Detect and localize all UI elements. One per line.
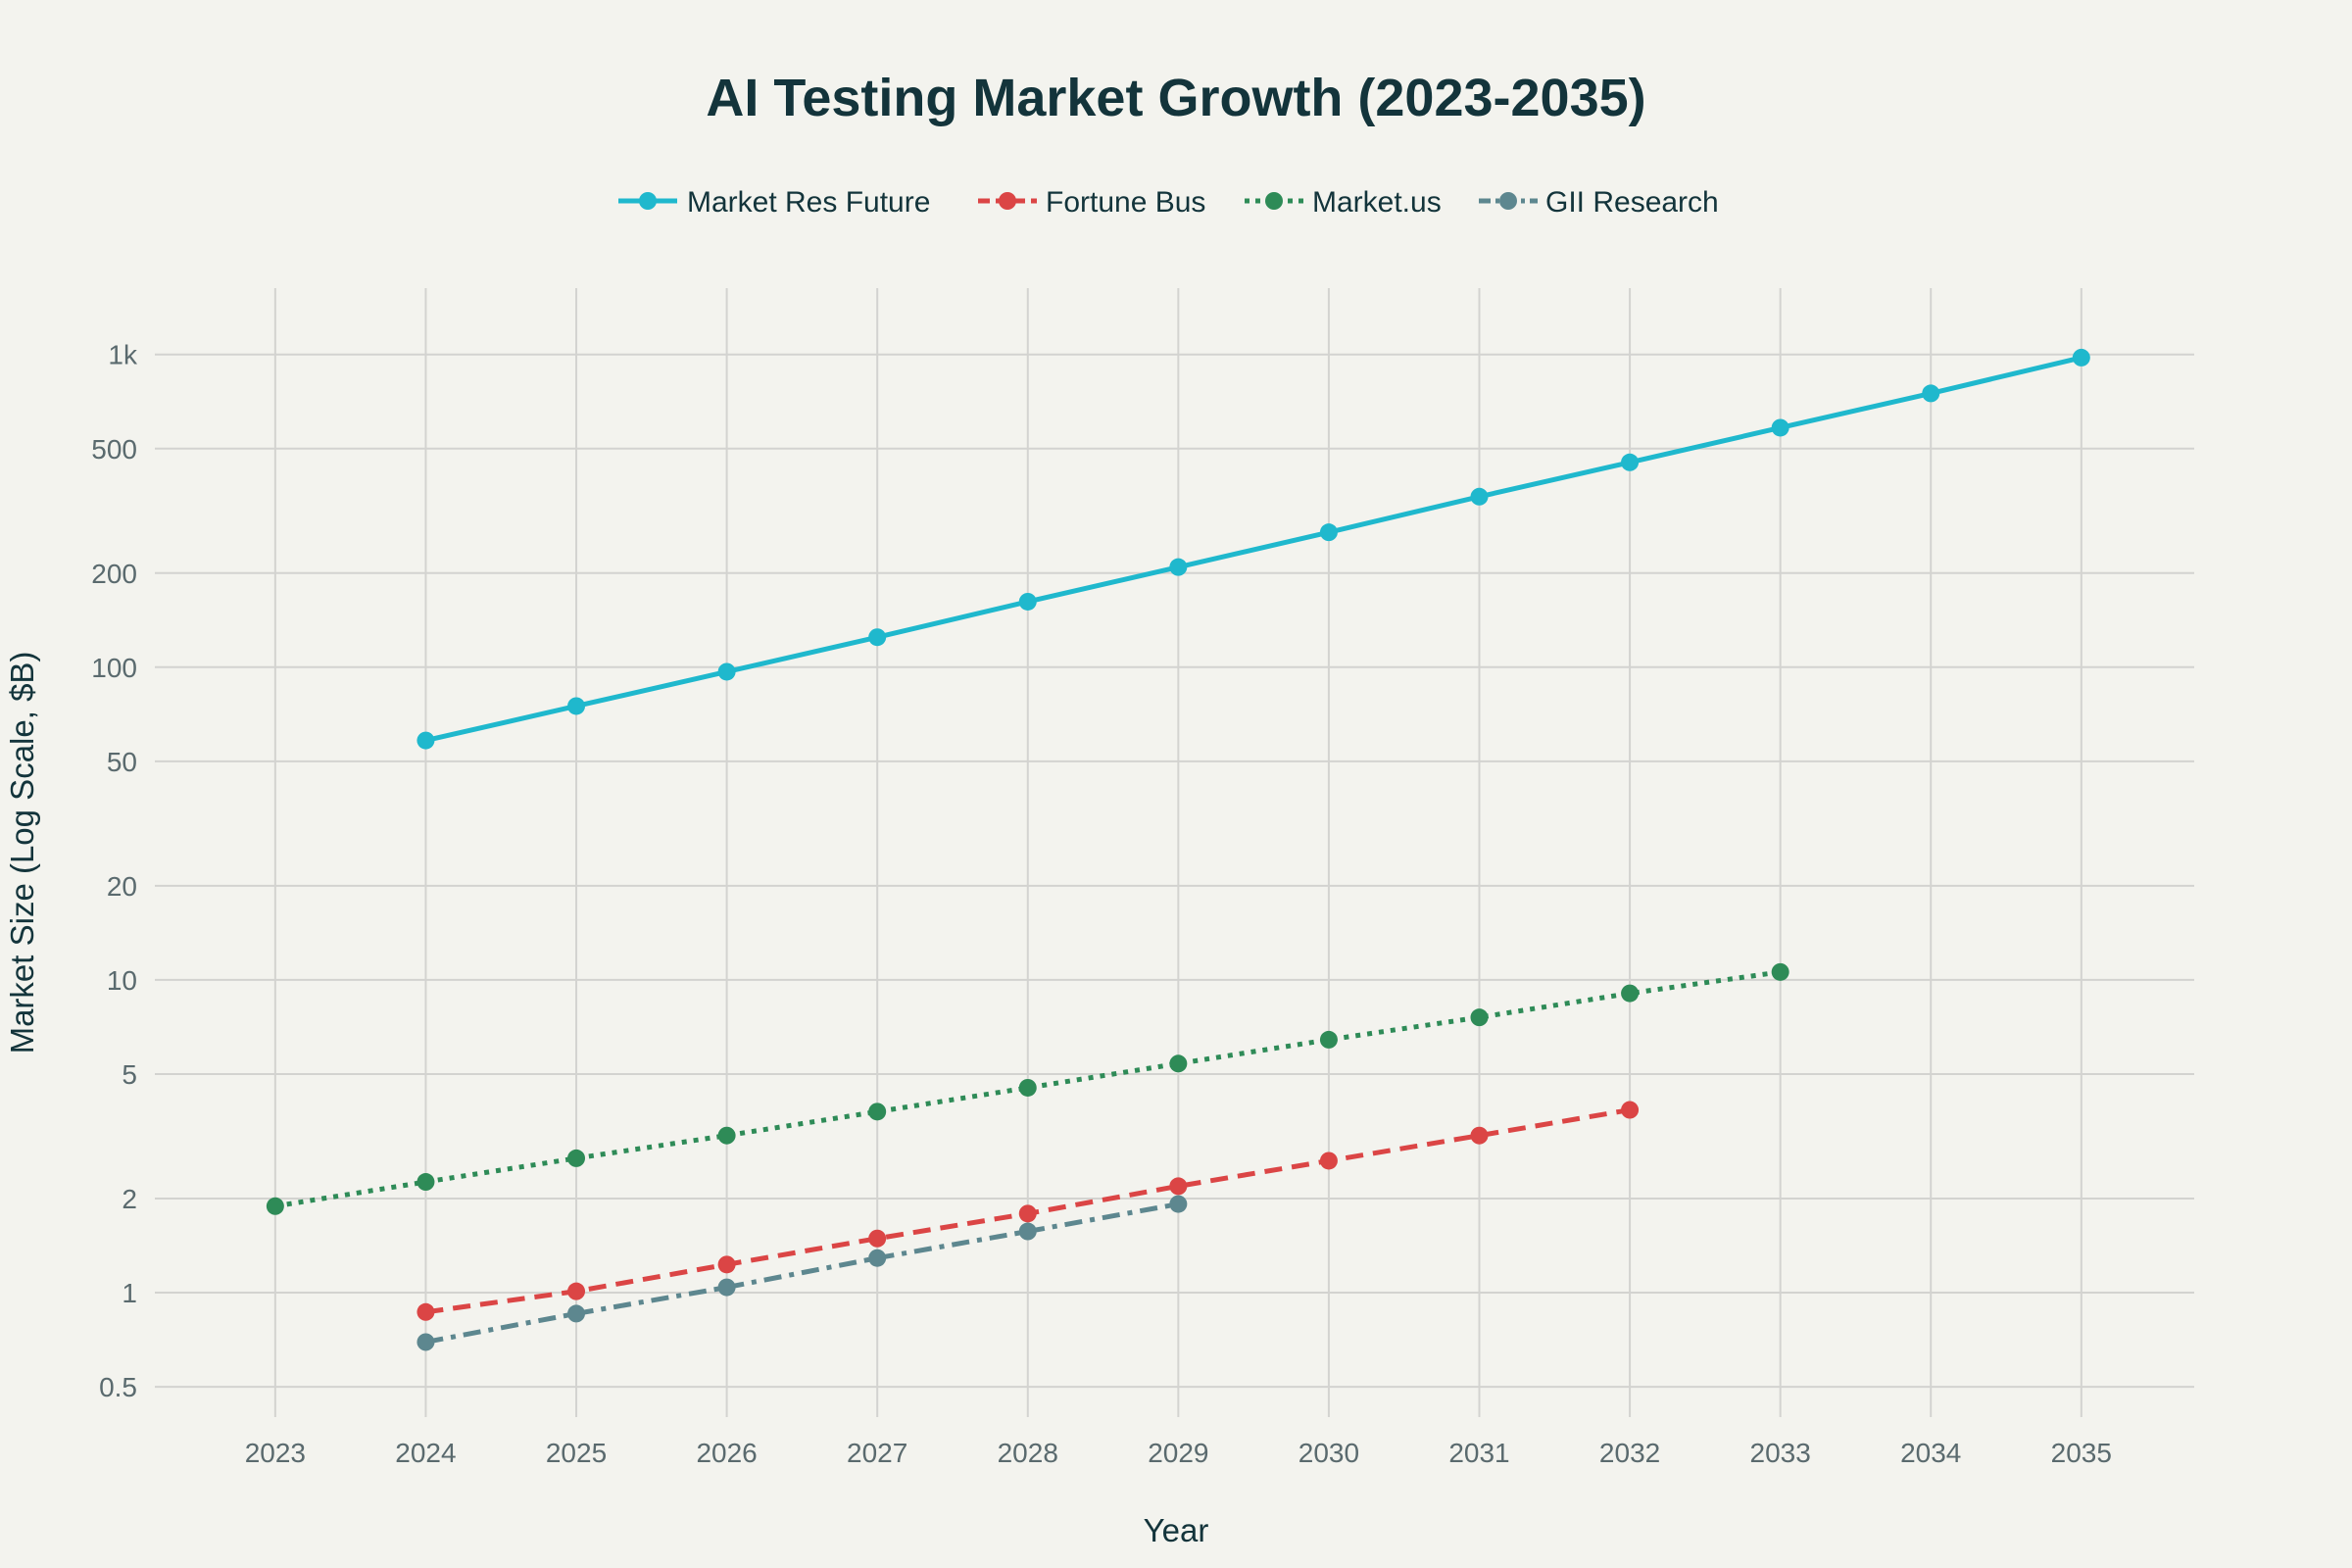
data-point — [1169, 1195, 1188, 1213]
data-point — [1922, 384, 1940, 403]
y-tick-label: 1k — [108, 340, 138, 370]
legend-marker — [1499, 192, 1517, 210]
legend-label: Market Res Future — [687, 186, 930, 219]
series-market-res-future — [416, 348, 2090, 750]
data-point — [1771, 962, 1789, 981]
data-point — [567, 697, 586, 715]
data-point — [1018, 1078, 1037, 1097]
x-tick-label: 2025 — [546, 1438, 607, 1468]
legend-label: GII Research — [1545, 186, 1719, 219]
legend-marker — [1265, 192, 1283, 210]
data-point — [416, 1302, 435, 1321]
data-point — [1621, 1101, 1640, 1119]
x-tick-label: 2028 — [998, 1438, 1058, 1468]
data-point — [717, 1126, 736, 1145]
data-point — [266, 1197, 284, 1215]
grid — [155, 288, 2194, 1417]
x-tick-label: 2032 — [1599, 1438, 1660, 1468]
legend-marker — [999, 192, 1016, 210]
y-tick-label: 100 — [91, 653, 137, 683]
series-line — [424, 355, 2082, 744]
data-point — [1319, 523, 1338, 542]
legend-item: Fortune Bus — [978, 186, 1205, 219]
data-point — [717, 662, 736, 681]
x-axis-label: Year — [1144, 1512, 1209, 1548]
x-tick-label: 2023 — [245, 1438, 306, 1468]
tick-labels: 2023 2024 2025 2026 2027 2028 2029 2030 2031 2032… — [91, 340, 2112, 1468]
data-point — [717, 1278, 736, 1297]
x-tick-label: 2027 — [847, 1438, 907, 1468]
data-point — [717, 1255, 736, 1274]
x-tick-label: 2033 — [1750, 1438, 1811, 1468]
data-point — [1169, 558, 1188, 576]
data-point — [567, 1149, 586, 1167]
data-point — [1319, 1030, 1338, 1049]
y-tick-label: 0.5 — [99, 1372, 137, 1402]
data-point — [1319, 1152, 1338, 1170]
legend-item: GII Research — [1479, 186, 1719, 219]
y-tick-label: 50 — [107, 747, 137, 777]
data-point — [1018, 592, 1037, 611]
x-tick-label: 2030 — [1298, 1438, 1359, 1468]
data-point — [567, 1304, 586, 1323]
series-gii-research — [416, 1195, 1188, 1351]
y-tick-label: 1 — [122, 1278, 137, 1308]
data-point — [1621, 453, 1640, 471]
legend-label: Market.us — [1312, 186, 1442, 219]
y-tick-label: 2 — [122, 1184, 137, 1214]
data-point — [1470, 487, 1489, 506]
x-tick-label: 2024 — [395, 1438, 456, 1468]
y-tick-label: 20 — [107, 871, 137, 902]
y-axis-label: Market Size (Log Scale, $B) — [4, 652, 40, 1054]
data-point — [1169, 1054, 1188, 1073]
x-tick-label: 2029 — [1148, 1438, 1208, 1468]
y-tick-label: 200 — [91, 559, 137, 589]
x-tick-label: 2031 — [1448, 1438, 1509, 1468]
series-line — [424, 1201, 1179, 1345]
series-layer — [266, 348, 2090, 1351]
data-point — [416, 731, 435, 750]
data-point — [567, 1282, 586, 1300]
data-point — [1169, 1177, 1188, 1196]
data-point — [1621, 984, 1640, 1003]
data-point — [1470, 1008, 1489, 1027]
data-point — [1018, 1204, 1037, 1223]
data-point — [868, 1249, 887, 1267]
series-market-us — [266, 962, 1789, 1215]
y-tick-label: 500 — [91, 434, 137, 465]
data-point — [416, 1333, 435, 1351]
x-tick-label: 2026 — [696, 1438, 757, 1468]
x-tick-label: 2034 — [1900, 1438, 1961, 1468]
data-point — [1018, 1222, 1037, 1241]
data-point — [868, 1229, 887, 1248]
legend-item: Market Res Future — [618, 186, 930, 219]
legend-item: Market.us — [1245, 186, 1442, 219]
x-tick-label: 2035 — [2051, 1438, 2112, 1468]
data-point — [1771, 418, 1789, 437]
data-point — [1470, 1126, 1489, 1145]
legend: Market Res Future Fortune Bus Market.us GII… — [618, 186, 1719, 219]
data-point — [868, 1102, 887, 1121]
data-point — [416, 1173, 435, 1192]
data-point — [868, 628, 887, 647]
data-point — [2072, 348, 2090, 367]
chart-title: AI Testing Market Growth (2023-2035) — [706, 69, 1645, 127]
series-fortune-bus — [416, 1101, 1640, 1321]
legend-marker — [639, 192, 657, 210]
legend-label: Fortune Bus — [1046, 186, 1205, 219]
y-tick-label: 5 — [122, 1059, 137, 1090]
y-tick-label: 10 — [107, 965, 137, 996]
